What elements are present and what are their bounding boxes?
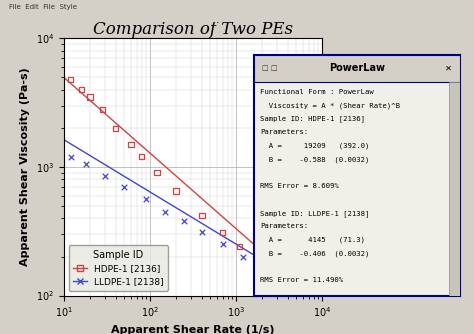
Point — [198, 213, 206, 218]
Text: Power Law: Power Law — [158, 6, 202, 15]
X-axis label: Apparent Shear Rate (1/s): Apparent Shear Rate (1/s) — [111, 325, 275, 334]
Text: RMS Error = 11.490%: RMS Error = 11.490% — [260, 277, 343, 283]
Text: □ □: □ □ — [262, 65, 277, 71]
Point — [99, 107, 106, 112]
Point — [273, 269, 281, 274]
Text: Functional Form : PowerLaw: Functional Form : PowerLaw — [260, 89, 374, 95]
Text: A =     19209   (392.0): A = 19209 (392.0) — [260, 143, 369, 149]
Point — [255, 257, 262, 263]
Point — [279, 274, 287, 280]
Point — [67, 154, 74, 160]
Point — [142, 197, 150, 202]
Point — [219, 230, 227, 235]
Point — [181, 218, 188, 224]
Point — [239, 254, 247, 260]
FancyBboxPatch shape — [254, 55, 460, 81]
Point — [82, 162, 90, 167]
Text: B =    -0.406  (0.0032): B = -0.406 (0.0032) — [260, 250, 369, 257]
Text: File  Edit  File  Style: File Edit File Style — [9, 4, 77, 10]
Text: Parameters:: Parameters: — [260, 223, 308, 229]
Point — [138, 154, 146, 160]
Point — [101, 173, 109, 179]
Text: B =    -0.588  (0.0032): B = -0.588 (0.0032) — [260, 156, 369, 163]
Bar — [449, 81, 460, 296]
Text: PowerLaw: PowerLaw — [328, 63, 385, 73]
Point — [112, 126, 119, 131]
Point — [78, 87, 85, 92]
Point — [153, 170, 161, 176]
Point — [162, 209, 169, 214]
Point — [236, 244, 244, 249]
Point — [120, 184, 128, 190]
Text: Sample ID: HDPE-1 [2136]: Sample ID: HDPE-1 [2136] — [260, 116, 365, 123]
Point — [86, 95, 94, 100]
Text: A =      4145   (71.3): A = 4145 (71.3) — [260, 237, 365, 243]
Text: RMS Error = 8.609%: RMS Error = 8.609% — [260, 183, 338, 189]
Point — [219, 242, 227, 247]
Text: Viscosity = A * (Shear Rate)^B: Viscosity = A * (Shear Rate)^B — [260, 102, 400, 109]
Legend: HDPE-1 [2136], LLDPE-1 [2138]: HDPE-1 [2136], LLDPE-1 [2138] — [69, 245, 168, 291]
Point — [198, 230, 206, 235]
Point — [127, 142, 135, 147]
Text: Sample ID: LLDPE-1 [2138]: Sample ID: LLDPE-1 [2138] — [260, 210, 369, 217]
Y-axis label: Apparent Shear Viscosity (Pa-s): Apparent Shear Viscosity (Pa-s) — [20, 67, 30, 267]
Point — [67, 77, 74, 82]
Point — [172, 188, 180, 194]
Text: Parameters:: Parameters: — [260, 129, 308, 135]
Text: ✕: ✕ — [445, 64, 452, 73]
Point — [258, 265, 266, 270]
Title: Comparison of Two PEs: Comparison of Two PEs — [93, 21, 293, 38]
